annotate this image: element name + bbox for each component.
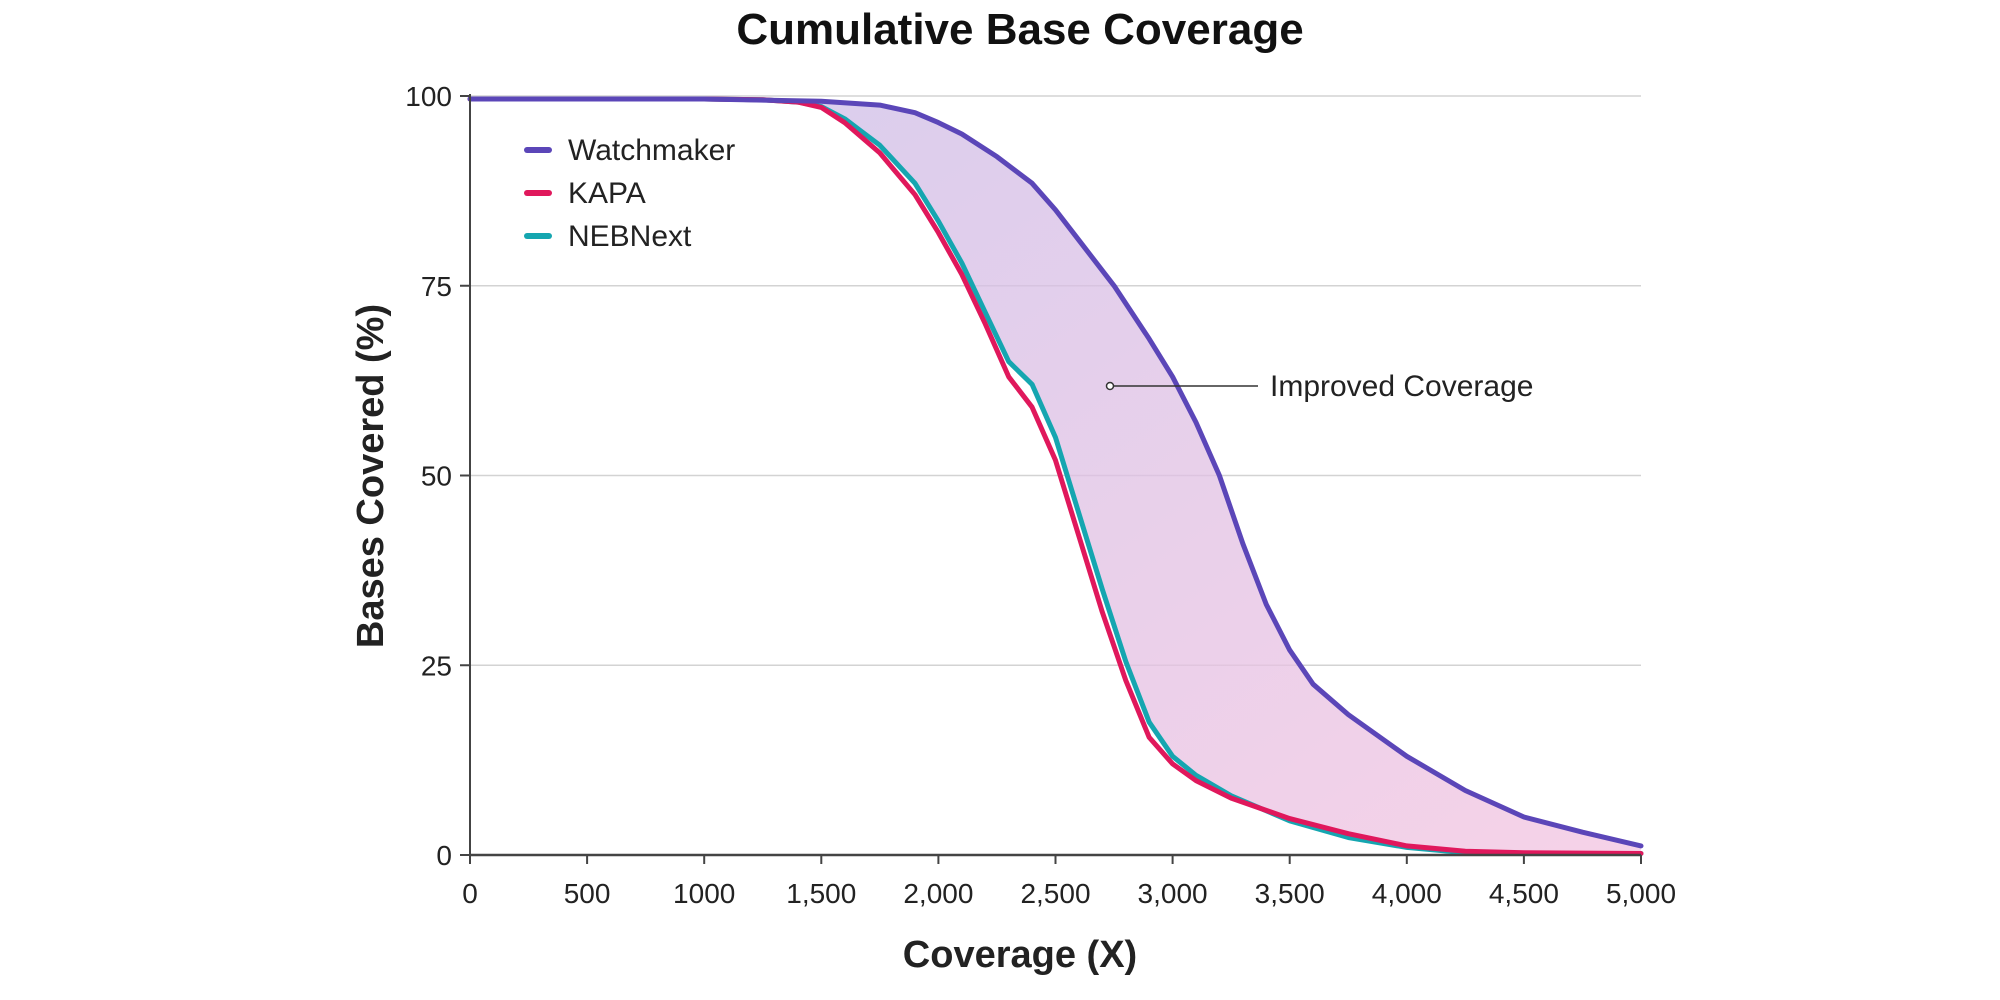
- x-tick-label: 1,500: [786, 878, 856, 909]
- x-axis-title: Coverage (X): [903, 934, 1137, 976]
- y-axis-title: Bases Covered (%): [350, 304, 392, 648]
- y-tick-label: 75: [421, 271, 452, 302]
- x-tick-label: 4,000: [1372, 878, 1442, 909]
- legend-label: NEBNext: [568, 220, 692, 253]
- x-tick-label: 4,500: [1489, 878, 1559, 909]
- legend-item-kapa: KAPA: [527, 177, 646, 210]
- x-tick-label: 500: [564, 878, 611, 909]
- annotation-label: Improved Coverage: [1270, 370, 1533, 403]
- legend-item-nebnext: NEBNext: [527, 220, 692, 253]
- x-tick-label: 1000: [673, 878, 735, 909]
- legend-item-watchmaker: Watchmaker: [527, 134, 735, 167]
- legend-label: Watchmaker: [568, 134, 735, 167]
- legend-label: KAPA: [568, 177, 646, 210]
- x-tick-label: 5,000: [1606, 878, 1676, 909]
- x-tick-label: 3,000: [1138, 878, 1208, 909]
- x-tick-label: 3,500: [1255, 878, 1325, 909]
- y-tick-label: 0: [436, 840, 452, 871]
- legend: Watchmaker KAPA NEBNext: [527, 134, 735, 253]
- annotation-marker: [1107, 383, 1114, 390]
- x-tick-label: 2,000: [903, 878, 973, 909]
- y-tick-label: 50: [421, 461, 452, 492]
- y-axis-ticks: 0 25 50 75 100: [405, 81, 470, 871]
- y-tick-label: 25: [421, 650, 452, 681]
- series-line-watchmaker: [470, 99, 1641, 846]
- y-tick-label: 100: [405, 81, 452, 112]
- x-axis-ticks: 0 500 1000 1,500 2,000 2,500 3,000 3,500 4,000 4,…: [462, 855, 1676, 909]
- chart-title: Cumulative Base Coverage: [736, 5, 1303, 54]
- x-tick-label: 2,500: [1020, 878, 1090, 909]
- x-tick-label: 0: [462, 878, 478, 909]
